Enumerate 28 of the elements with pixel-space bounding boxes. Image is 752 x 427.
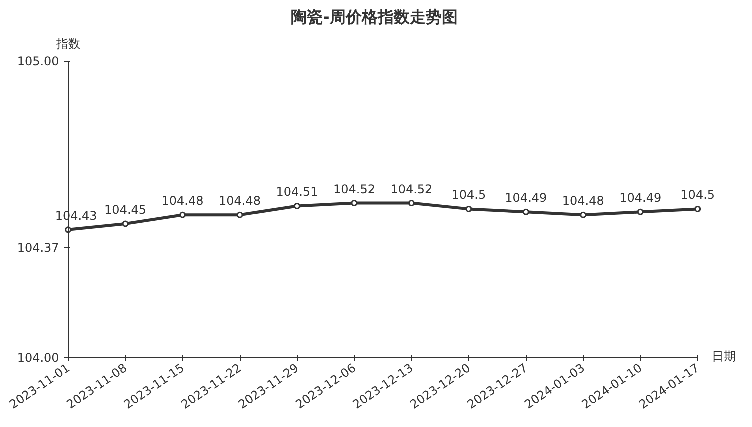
point bbox=[694, 206, 702, 212]
data-label: 104.49 bbox=[505, 191, 548, 206]
point bbox=[580, 212, 587, 218]
point bbox=[522, 208, 530, 216]
point bbox=[351, 200, 358, 207]
data-label: 104.51 bbox=[276, 185, 318, 200]
x-axis-title: 日期 bbox=[712, 349, 736, 364]
data-label: 104.52 bbox=[333, 182, 376, 196]
point bbox=[466, 206, 472, 212]
y-tick-label: 104.00 bbox=[17, 350, 60, 365]
point bbox=[294, 202, 300, 210]
y-axis-title: 指数 bbox=[55, 37, 80, 52]
data-label: 104.49 bbox=[620, 191, 662, 206]
data-label: 104.45 bbox=[104, 203, 147, 217]
y-tick-label: 105.00 bbox=[17, 54, 60, 69]
point bbox=[637, 208, 644, 216]
data-label: 104.48 bbox=[162, 194, 204, 208]
data-label: 104.48 bbox=[219, 194, 262, 208]
point bbox=[236, 212, 244, 218]
point bbox=[122, 220, 129, 228]
data-label: 104.5 bbox=[680, 188, 716, 202]
point bbox=[408, 200, 415, 207]
data-label: 104.5 bbox=[452, 188, 486, 202]
data-label: 104.48 bbox=[562, 194, 604, 208]
y-tick-label: 104.37 bbox=[17, 241, 60, 256]
point bbox=[180, 212, 186, 218]
data-label: 104.52 bbox=[390, 182, 433, 196]
chart-title: 陶瓷-周价格指数走势图 bbox=[291, 8, 458, 26]
